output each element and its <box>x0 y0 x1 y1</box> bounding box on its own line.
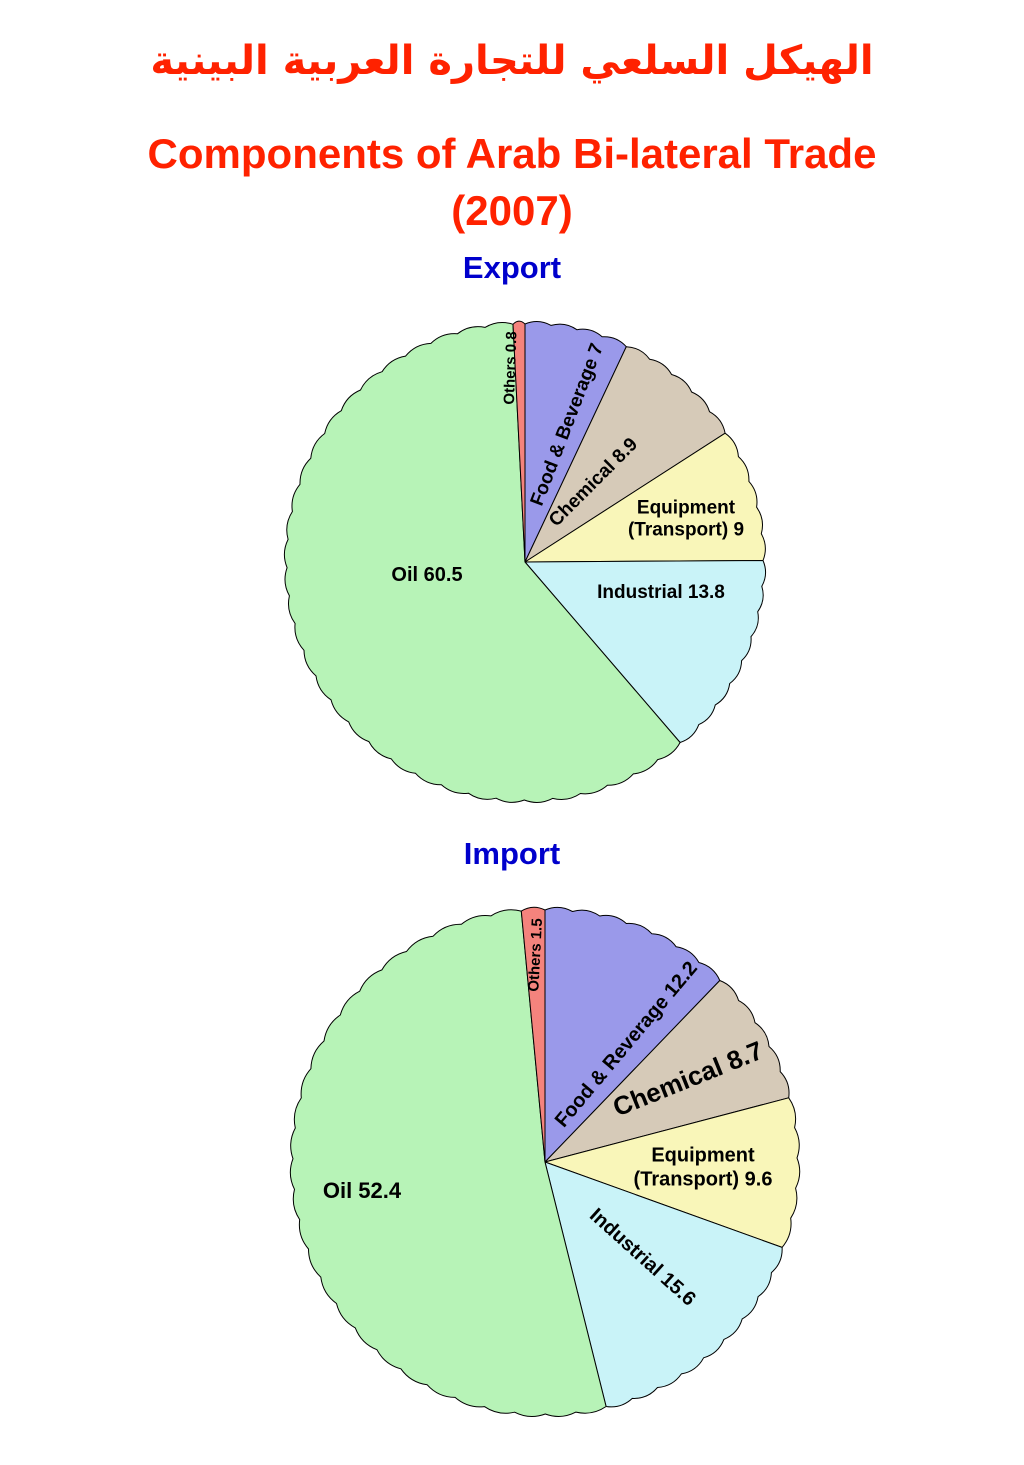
pie-slice-export-industrial <box>523 559 767 744</box>
pie-slice-export-chemical <box>523 346 726 564</box>
pie-slice-export-food-beverage <box>524 321 627 563</box>
pie-slice-export-oil <box>283 321 681 803</box>
export-chart-title: Export <box>462 250 562 285</box>
title-english-line1: Components of Arab Bi-lateral Trade <box>147 130 877 177</box>
pie-slice-import-food-reverage <box>544 906 721 1164</box>
title-arabic: الهيكل السلعي للتجارة العربية البينية <box>150 38 874 84</box>
pie-slice-import-oil <box>289 909 607 1417</box>
title-english-line2: (2007) <box>451 186 573 234</box>
import-chart-title: Import <box>463 836 561 871</box>
pie-slice-import-others <box>520 906 546 1163</box>
pie-slice-import-industrial <box>544 1161 783 1408</box>
pie-slice-import-equipment-transport <box>543 1097 801 1248</box>
title-english: Components of Arab Bi-lateral Trade (2007… <box>0 126 1024 239</box>
pie-slice-export-others <box>512 320 526 563</box>
pie-slice-export-equipment-transport <box>523 432 766 563</box>
pie-slice-import-chemical <box>543 979 790 1163</box>
